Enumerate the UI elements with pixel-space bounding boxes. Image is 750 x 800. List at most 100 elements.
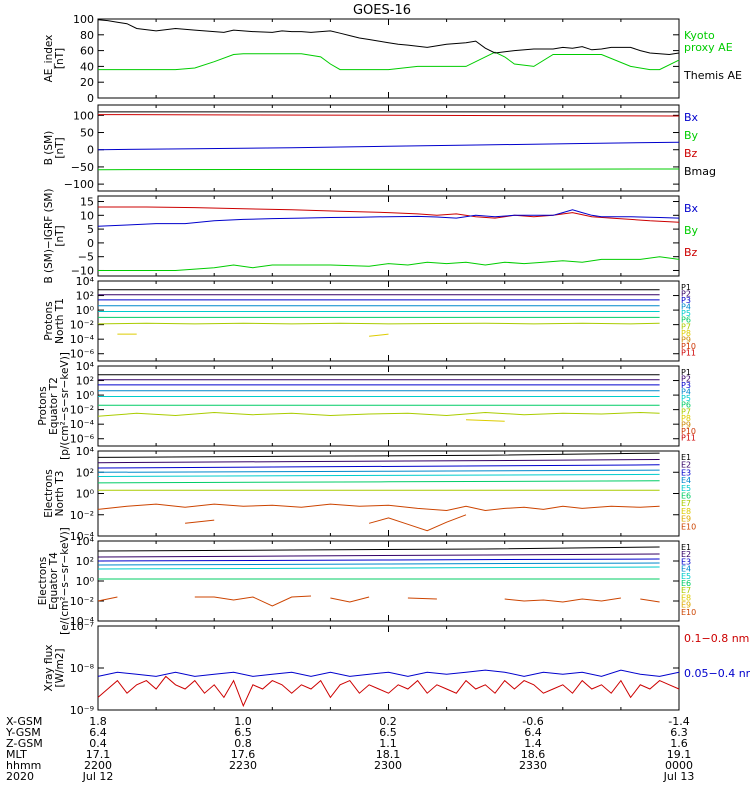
y-axis-label: [W/m2] xyxy=(54,648,66,687)
series-line-e10 xyxy=(368,514,467,532)
y-tick-label: 10² xyxy=(76,290,94,303)
series-line-e10 xyxy=(407,597,437,600)
y-tick-label: 50 xyxy=(80,127,94,140)
series-line-p7 xyxy=(97,411,660,417)
channel-label-e1: E1 xyxy=(681,543,691,552)
legend-entry: Bx xyxy=(684,202,699,215)
panel-frame xyxy=(97,625,680,711)
orbit-row-value: -0.6 xyxy=(522,715,543,728)
series-line-e10 xyxy=(185,519,215,524)
y-tick-label: 10⁴ xyxy=(76,445,95,458)
y-tick-label: 100 xyxy=(73,13,94,26)
channel-label-e2: E2 xyxy=(681,550,691,559)
orbit-row-value: 1.0 xyxy=(234,715,252,728)
channel-label-p8: P8 xyxy=(681,414,691,423)
orbit-row-value: 2200 xyxy=(84,759,112,772)
orbit-row-value: 1.8 xyxy=(89,715,107,728)
panel-xray-flux: 10⁻⁷ 10⁻⁸ 10⁻⁹ Xray flux [W/m2] 0.1−0.8 nm 0.0… xyxy=(43,620,750,717)
channel-label-p7: P7 xyxy=(681,407,691,416)
series-line-e10 xyxy=(504,597,621,603)
series-line-e2 xyxy=(97,459,660,464)
panel-frame xyxy=(97,104,680,192)
y-tick-label: 10⁻⁴ xyxy=(70,615,95,628)
y-tick-label: 10⁻² xyxy=(70,404,94,417)
legend-entry: Themis AE xyxy=(683,69,742,82)
channel-label-p4: P4 xyxy=(681,388,691,397)
y-tick-label: 10⁴ xyxy=(76,360,95,373)
channel-label-p4: P4 xyxy=(681,303,691,312)
y-tick-label: 10⁴ xyxy=(76,535,95,548)
orbit-row-label: hhmm xyxy=(6,759,41,772)
orbit-row-label: 2020 xyxy=(6,770,34,783)
legend-entry: 0.1−0.8 nm xyxy=(684,632,749,645)
channel-label-p6: P6 xyxy=(681,316,691,325)
orbit-row-label: X-GSM xyxy=(6,715,42,728)
series-line-e2 xyxy=(97,553,660,558)
panel-frame xyxy=(97,280,680,362)
y-tick-label: 0 xyxy=(87,237,94,250)
y-axis-label: B (SM) xyxy=(43,131,55,165)
orbit-row-value: 17.1 xyxy=(86,748,111,761)
channel-label-e8: E8 xyxy=(681,593,691,602)
channel-label-p5: P5 xyxy=(681,394,691,403)
series-line-0-1-0-8-nm xyxy=(97,675,680,708)
channel-label-e6: E6 xyxy=(681,492,691,501)
series-line-e10 xyxy=(97,503,660,512)
orbit-row-label: Y-GSM xyxy=(5,726,41,739)
orbit-row-value: 2330 xyxy=(519,759,547,772)
series-line-e10 xyxy=(194,595,312,607)
orbit-row-value: Jul 12 xyxy=(82,770,114,783)
plot-title: GOES-16 xyxy=(353,3,411,18)
y-tick-label: 10⁻⁴ xyxy=(70,333,95,346)
y-tick-label: −10 xyxy=(71,264,94,277)
legend-entry: Bmag xyxy=(684,165,716,178)
y-tick-label: 10⁻⁷ xyxy=(70,620,94,633)
y-axis-label: Equator T2 xyxy=(48,377,60,435)
channel-label-p1: P1 xyxy=(681,368,691,377)
channel-label-e10: E10 xyxy=(681,522,696,531)
channel-label-p8: P8 xyxy=(681,329,691,338)
orbit-row-value: 0.2 xyxy=(379,715,397,728)
channel-label-e3: E3 xyxy=(681,468,691,477)
series-line-0-05-0-4-nm xyxy=(97,669,680,677)
y-tick-label: 10⁻² xyxy=(70,319,94,332)
series-line-e10 xyxy=(97,596,118,602)
series-line-e1 xyxy=(97,546,660,552)
y-axis-label: Equator T4 xyxy=(48,552,60,610)
legend-entry: By xyxy=(684,224,699,237)
orbit-row-value: 17.6 xyxy=(231,748,256,761)
y-tick-label: 10² xyxy=(76,466,94,479)
series-line-bz xyxy=(98,206,680,223)
series-line-e10 xyxy=(330,596,370,603)
channel-label-p2: P2 xyxy=(681,375,691,384)
series-line-e4 xyxy=(97,469,660,473)
channel-label-e5: E5 xyxy=(681,572,691,581)
y-tick-label: 10⁻⁶ xyxy=(70,348,95,361)
y-tick-label: 0 xyxy=(87,92,94,105)
y-tick-label: 10⁴ xyxy=(76,275,95,288)
y-tick-label: 20 xyxy=(80,76,94,89)
orbit-row-value: 19.1 xyxy=(667,748,692,761)
legend-entry: Bz xyxy=(684,147,698,160)
channel-label-p3: P3 xyxy=(681,296,691,305)
y-tick-label: 10⁻² xyxy=(70,509,94,522)
y-tick-label: 10⁻⁸ xyxy=(70,662,95,675)
channel-label-e3: E3 xyxy=(681,557,691,566)
orbit-row-label: MLT xyxy=(6,748,27,761)
y-tick-label: 10² xyxy=(76,375,94,388)
orbit-row-value: 6.4 xyxy=(89,726,107,739)
channel-label-e2: E2 xyxy=(681,461,691,470)
channel-label-p6: P6 xyxy=(681,401,691,410)
y-tick-label: 10⁻⁴ xyxy=(70,530,95,543)
y-tick-label: 10⁰ xyxy=(76,488,95,501)
orbit-row-label: Z-GSM xyxy=(6,737,43,750)
series-line-by xyxy=(98,256,680,271)
channel-label-e10: E10 xyxy=(681,608,696,617)
y-tick-label: −5 xyxy=(78,251,94,264)
orbit-row-value: 6.4 xyxy=(524,726,542,739)
legend-entry: proxy AE xyxy=(684,41,733,54)
